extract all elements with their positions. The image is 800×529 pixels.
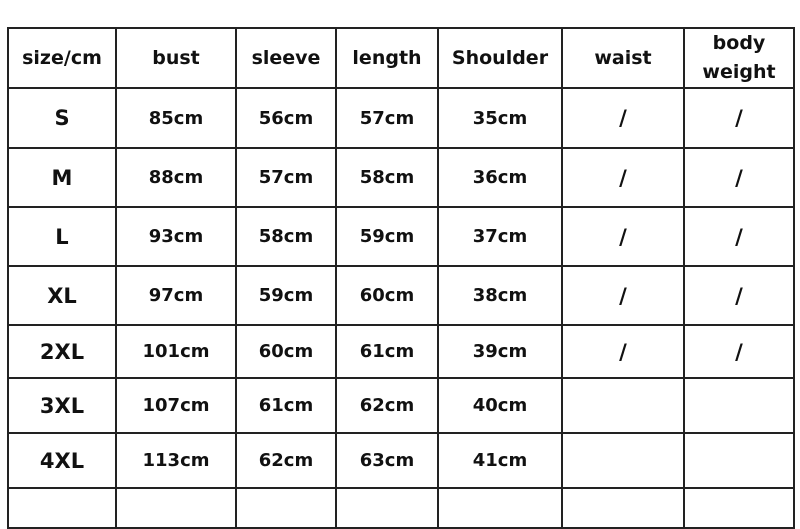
value-cell: 57cm (335, 87, 439, 149)
size-cell: XL (7, 265, 117, 326)
value-cell: / (683, 265, 795, 326)
value-cell: / (561, 147, 685, 208)
value-cell: 58cm (235, 206, 337, 267)
table-row: XL 97cm 59cm 60cm 38cm / / (7, 265, 795, 326)
value-cell: 63cm (335, 432, 439, 489)
value-cell: 62cm (335, 377, 439, 434)
value-cell: / (683, 87, 795, 149)
value-cell: 59cm (235, 265, 337, 326)
table-row: 2XL 101cm 60cm 61cm 39cm / / (7, 324, 795, 379)
value-cell: / (561, 324, 685, 379)
value-cell: / (561, 265, 685, 326)
value-cell: 57cm (235, 147, 337, 208)
table-row: L 93cm 58cm 59cm 37cm / / (7, 206, 795, 267)
value-cell: 85cm (115, 87, 237, 149)
empty-cell (683, 487, 795, 529)
value-cell: 60cm (235, 324, 337, 379)
value-cell: 113cm (115, 432, 237, 489)
empty-cell (561, 487, 685, 529)
empty-cell (437, 487, 563, 529)
value-cell: 41cm (437, 432, 563, 489)
value-cell: 36cm (437, 147, 563, 208)
size-cell: M (7, 147, 117, 208)
value-cell: / (683, 206, 795, 267)
column-header: bust (115, 27, 237, 89)
size-cell: 2XL (7, 324, 117, 379)
value-cell (683, 432, 795, 489)
size-cell: S (7, 87, 117, 149)
value-cell: 56cm (235, 87, 337, 149)
header-row: size/cm bust sleeve length Shoulder waist body… (7, 27, 795, 89)
table-row: S 85cm 56cm 57cm 35cm / / (7, 87, 795, 149)
value-cell: 97cm (115, 265, 237, 326)
value-cell: 59cm (335, 206, 439, 267)
value-cell: / (561, 206, 685, 267)
value-cell: 37cm (437, 206, 563, 267)
value-cell: 35cm (437, 87, 563, 149)
value-cell: / (561, 87, 685, 149)
empty-cell (115, 487, 237, 529)
empty-cell (235, 487, 337, 529)
value-cell (561, 377, 685, 434)
value-cell (561, 432, 685, 489)
empty-cell (335, 487, 439, 529)
size-cell: L (7, 206, 117, 267)
value-cell: 38cm (437, 265, 563, 326)
table-row: 3XL 107cm 61cm 62cm 40cm (7, 377, 795, 434)
value-cell: 40cm (437, 377, 563, 434)
column-header: waist (561, 27, 685, 89)
size-cell: 3XL (7, 377, 117, 434)
column-header: length (335, 27, 439, 89)
value-cell: 39cm (437, 324, 563, 379)
empty-cell (7, 487, 117, 529)
size-chart-table: size/cm bust sleeve length Shoulder waist body… (7, 27, 795, 529)
value-cell (683, 377, 795, 434)
value-cell: 101cm (115, 324, 237, 379)
column-header: Shoulder (437, 27, 563, 89)
value-cell: / (683, 324, 795, 379)
value-cell: / (683, 147, 795, 208)
value-cell: 60cm (335, 265, 439, 326)
column-header: sleeve (235, 27, 337, 89)
value-cell: 58cm (335, 147, 439, 208)
table-row-partial (7, 487, 795, 529)
value-cell: 88cm (115, 147, 237, 208)
value-cell: 61cm (335, 324, 439, 379)
value-cell: 107cm (115, 377, 237, 434)
table-row: M 88cm 57cm 58cm 36cm / / (7, 147, 795, 208)
table-row: 4XL 113cm 62cm 63cm 41cm (7, 432, 795, 489)
size-cell: 4XL (7, 432, 117, 489)
column-header: body weight (683, 27, 795, 89)
value-cell: 61cm (235, 377, 337, 434)
column-header: size/cm (7, 27, 117, 89)
value-cell: 93cm (115, 206, 237, 267)
value-cell: 62cm (235, 432, 337, 489)
